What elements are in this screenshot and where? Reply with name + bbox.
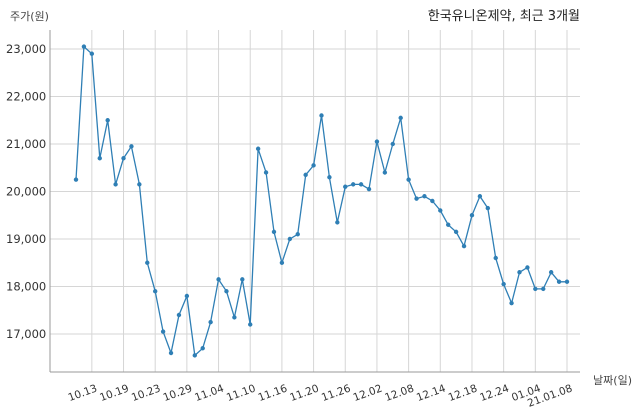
data-point xyxy=(335,220,340,225)
data-point xyxy=(216,277,221,282)
data-point xyxy=(406,177,411,182)
data-point xyxy=(509,300,514,306)
data-point xyxy=(430,198,435,204)
data-point xyxy=(137,182,142,187)
data-point xyxy=(311,163,316,168)
axes xyxy=(49,30,580,373)
data-point xyxy=(248,322,253,327)
y-tick-labels: 17,000 18,000 19,000 20,000 21,000 22,000 23,0… xyxy=(6,42,46,341)
data-point xyxy=(287,236,293,242)
x-tick-label: 12.08 xyxy=(383,383,415,405)
data-point xyxy=(390,141,395,147)
data-point xyxy=(319,113,324,118)
data-point xyxy=(501,281,506,287)
x-tick-labels: 10.13 10.19 10.23 10.29 11.04 11.10 11.16 11.20… xyxy=(67,382,575,409)
x-tick-label: 11.20 xyxy=(288,383,320,405)
data-point xyxy=(168,350,174,356)
data-point xyxy=(113,182,118,187)
data-point xyxy=(556,279,562,284)
data-point xyxy=(208,319,213,325)
data-point xyxy=(398,115,403,121)
y-tick-label: 23,000 xyxy=(6,42,46,56)
data-point xyxy=(350,182,356,187)
x-tick-label: 11.26 xyxy=(320,382,353,404)
x-tick-label: 10.23 xyxy=(130,383,162,405)
data-point xyxy=(295,232,300,237)
data-point xyxy=(382,170,388,175)
x-tick-label: 10.19 xyxy=(98,383,130,405)
data-point xyxy=(145,260,150,265)
y-tick-label: 19,000 xyxy=(6,232,46,246)
data-point xyxy=(81,44,87,49)
data-point xyxy=(327,175,332,180)
data-point xyxy=(184,293,190,299)
data-point xyxy=(541,286,546,292)
data-point xyxy=(525,265,530,270)
data-point xyxy=(121,156,126,161)
data-point xyxy=(200,346,205,351)
data-point xyxy=(422,194,427,199)
data-point xyxy=(105,118,110,123)
data-point xyxy=(224,289,229,294)
chart-title: 한국유니온제약, 최근 3개월 xyxy=(428,9,580,24)
data-point xyxy=(414,196,419,201)
y-tick-label: 18,000 xyxy=(6,280,46,294)
data-point xyxy=(263,170,269,175)
x-tick-label: 11.04 xyxy=(193,382,226,404)
price-series xyxy=(73,44,570,358)
data-point xyxy=(564,279,570,284)
data-point xyxy=(446,222,451,227)
data-point xyxy=(453,229,459,235)
y-tick-label: 22,000 xyxy=(6,90,46,104)
data-point xyxy=(438,208,443,213)
data-point xyxy=(73,177,79,182)
data-point xyxy=(152,289,158,294)
x-tick-label: 12.14 xyxy=(415,382,448,404)
data-point xyxy=(358,182,364,187)
data-point xyxy=(89,51,95,56)
data-point xyxy=(461,243,467,249)
data-point xyxy=(271,229,277,235)
x-tick-label: 12.24 xyxy=(478,382,511,404)
x-tick-label: 10.29 xyxy=(162,383,194,405)
data-point xyxy=(469,213,475,218)
y-tick-label: 21,000 xyxy=(6,137,46,151)
data-point xyxy=(279,260,285,265)
x-tick-label: 11.10 xyxy=(225,383,257,405)
data-point xyxy=(176,312,182,318)
data-point xyxy=(343,184,348,189)
data-point xyxy=(517,270,522,275)
data-point xyxy=(232,315,237,320)
data-point xyxy=(192,353,197,358)
data-point xyxy=(493,255,498,261)
data-point xyxy=(374,139,380,144)
x-tick-label: 12.18 xyxy=(447,383,479,405)
series-line xyxy=(75,45,567,357)
x-tick-label: 12.02 xyxy=(352,383,384,405)
data-point xyxy=(160,329,166,334)
data-point xyxy=(255,146,261,151)
x-tick-label: 11.16 xyxy=(257,382,290,404)
data-point xyxy=(97,156,102,161)
x-axis-label: 날짜(일) xyxy=(593,373,632,387)
data-point xyxy=(533,286,538,292)
y-axis-label: 주가(원) xyxy=(10,10,49,23)
data-point xyxy=(485,205,491,211)
data-point xyxy=(129,144,134,149)
data-point xyxy=(366,186,372,192)
y-tick-label: 20,000 xyxy=(6,185,46,199)
gridlines xyxy=(50,30,580,372)
data-point xyxy=(548,270,554,275)
x-tick-label: 10.13 xyxy=(67,383,99,405)
data-point xyxy=(303,172,308,178)
data-point xyxy=(240,277,245,282)
y-tick-label: 17,000 xyxy=(6,327,46,341)
data-point xyxy=(477,194,483,199)
